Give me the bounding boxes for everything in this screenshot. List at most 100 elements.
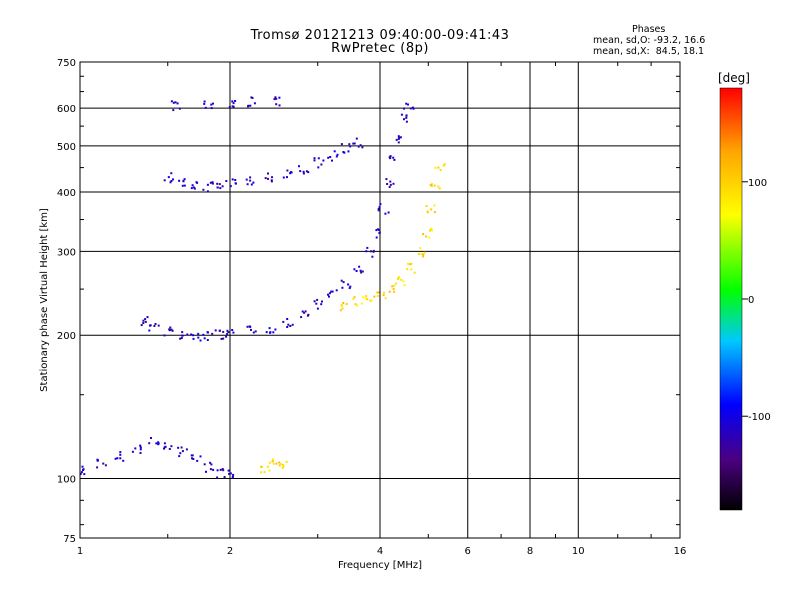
echo-point: [114, 457, 117, 460]
echo-point: [425, 205, 428, 208]
echo-point: [425, 235, 428, 238]
echo-point: [405, 120, 408, 123]
echo-point: [146, 316, 149, 319]
echo-point: [192, 334, 194, 337]
echo-point: [347, 283, 350, 286]
phase-stats-o: mean, sd,O: -93.2, 16.6: [593, 35, 706, 46]
echo-point: [305, 170, 308, 173]
echo-point: [359, 269, 362, 272]
echo-point: [221, 468, 224, 470]
echo-point: [220, 337, 223, 340]
echo-point: [443, 164, 446, 167]
echo-point: [212, 468, 215, 471]
echo-point: [300, 316, 303, 319]
echo-point: [349, 285, 352, 288]
echo-point: [170, 180, 173, 182]
echo-point: [203, 100, 206, 103]
echo-point: [389, 183, 392, 186]
echo-point: [356, 304, 359, 307]
echo-point: [250, 183, 253, 186]
echo-point: [168, 329, 171, 332]
echo-point: [139, 452, 142, 454]
echo-point: [177, 446, 180, 449]
echo-point: [340, 279, 343, 282]
echo-point: [408, 263, 411, 266]
echo-point: [212, 102, 214, 105]
echo-point: [203, 337, 206, 340]
echo-point: [209, 461, 212, 464]
echo-point: [196, 459, 199, 462]
echo-point: [409, 107, 412, 110]
echo-point: [134, 447, 137, 450]
echo-point: [388, 290, 391, 293]
echo-point: [202, 333, 205, 336]
echo-point: [365, 295, 368, 298]
echo-point: [179, 452, 182, 455]
x-axis-label: Frequency [MHz]: [338, 560, 422, 571]
echo-point: [282, 320, 285, 323]
echo-point: [222, 337, 225, 340]
echo-point: [191, 454, 194, 457]
echo-point: [328, 292, 331, 295]
echo-point: [199, 339, 202, 342]
echo-point: [315, 302, 318, 305]
echo-point: [399, 136, 402, 139]
y-tick-label: 100: [57, 475, 76, 486]
echo-point: [336, 153, 339, 156]
echo-point: [302, 170, 305, 173]
echo-point: [119, 457, 122, 460]
echo-point: [223, 476, 226, 478]
echo-point: [272, 462, 275, 465]
echo-point: [342, 302, 345, 304]
echo-point: [234, 182, 237, 185]
echo-point: [181, 331, 184, 334]
echo-point: [411, 106, 414, 109]
y-tick-label: 75: [63, 534, 76, 545]
y-tick-label: 400: [57, 188, 76, 199]
echo-point: [299, 170, 302, 173]
echo-point: [302, 172, 305, 175]
echo-point: [282, 464, 284, 466]
echo-point: [316, 298, 319, 301]
echo-point: [274, 96, 277, 99]
echo-point: [354, 303, 357, 306]
echo-point: [275, 462, 278, 465]
echo-point: [231, 329, 234, 331]
echo-point: [157, 324, 160, 327]
echo-point: [376, 295, 379, 297]
echo-point: [148, 329, 151, 332]
echo-point: [289, 325, 292, 327]
echo-points: [79, 96, 446, 479]
echo-point: [418, 253, 420, 255]
echo-point: [274, 328, 277, 331]
echo-point: [405, 116, 408, 119]
echo-point: [219, 468, 222, 471]
echo-point: [181, 334, 184, 337]
echo-point: [260, 471, 263, 474]
colorbar-tick-label: 0: [748, 295, 754, 306]
echo-point: [328, 295, 330, 298]
echo-point: [341, 286, 344, 289]
echo-point: [304, 310, 307, 313]
echo-point: [180, 337, 183, 339]
echo-point: [231, 100, 234, 103]
echo-point: [209, 181, 212, 184]
echo-point: [285, 460, 288, 463]
echo-point: [430, 185, 433, 187]
echo-point: [322, 159, 325, 162]
echo-point: [422, 253, 425, 256]
echo-point: [412, 107, 415, 110]
echo-point: [216, 182, 219, 185]
echo-point: [301, 310, 304, 313]
echo-point: [163, 447, 165, 450]
echo-point: [232, 105, 235, 108]
echo-point: [181, 184, 184, 187]
echo-point: [192, 458, 195, 460]
echo-point: [397, 141, 400, 144]
echo-point: [405, 102, 408, 105]
echo-point: [218, 183, 221, 186]
echo-point: [317, 166, 320, 169]
echo-point: [287, 323, 290, 326]
colorbar-tick-label: -100: [748, 412, 771, 423]
echo-point: [232, 331, 235, 334]
